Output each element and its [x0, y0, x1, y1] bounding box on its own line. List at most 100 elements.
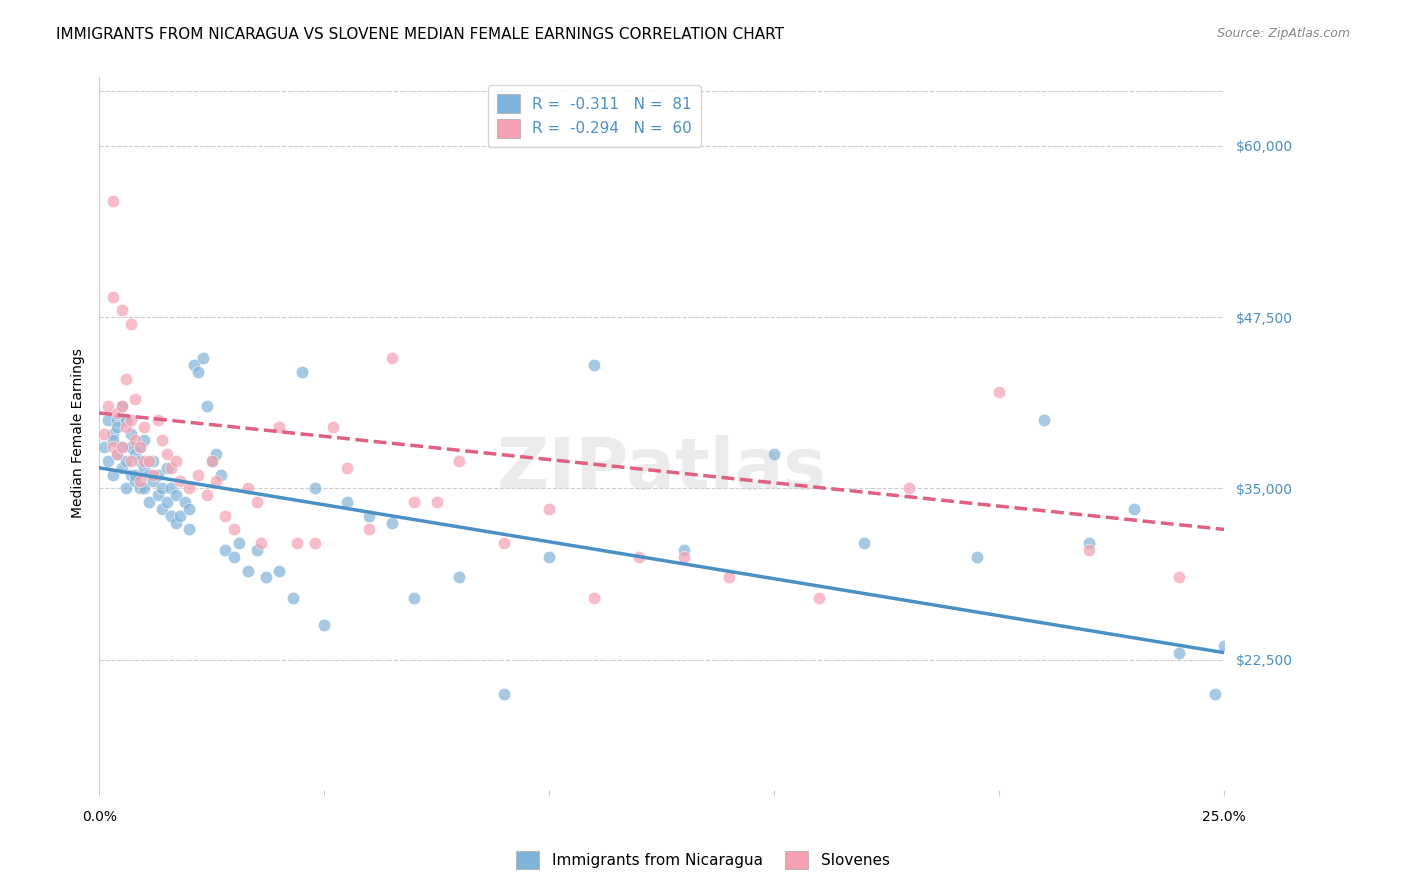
Point [138, 454, 160, 468]
Point [285, 536, 308, 550]
Point [224, 549, 246, 564]
Point [1204, 687, 1226, 701]
Point [165, 516, 187, 530]
Point [97, 454, 120, 468]
Point [156, 495, 179, 509]
Point [1168, 646, 1191, 660]
Text: 25.0%: 25.0% [1202, 810, 1246, 824]
Point [120, 454, 142, 468]
Point [120, 413, 142, 427]
Point [449, 570, 471, 584]
Point [115, 481, 138, 495]
Point [538, 501, 561, 516]
Point [1123, 501, 1146, 516]
Point [105, 406, 128, 420]
Point [246, 495, 269, 509]
Point [165, 488, 187, 502]
Point [93, 426, 115, 441]
Point [583, 591, 606, 605]
Point [201, 454, 224, 468]
Point [269, 419, 291, 434]
Point [404, 495, 426, 509]
Y-axis label: Median Female Earnings: Median Female Earnings [72, 349, 86, 518]
Point [105, 419, 128, 434]
Point [105, 447, 128, 461]
Point [97, 399, 120, 413]
Point [183, 358, 205, 372]
Point [1168, 570, 1191, 584]
Point [214, 508, 236, 523]
Point [173, 495, 195, 509]
Point [179, 481, 201, 495]
Point [224, 523, 246, 537]
Point [201, 454, 224, 468]
Point [494, 687, 516, 701]
Point [124, 392, 146, 407]
Point [336, 495, 359, 509]
Point [111, 303, 134, 318]
Legend: Immigrants from Nicaragua, Slovenes: Immigrants from Nicaragua, Slovenes [510, 845, 896, 875]
Point [120, 440, 142, 454]
Point [236, 481, 259, 495]
Text: 0.0%: 0.0% [82, 810, 117, 824]
Point [115, 413, 138, 427]
Point [138, 467, 160, 482]
Point [128, 475, 150, 489]
Point [359, 523, 381, 537]
Point [105, 413, 128, 427]
Point [128, 454, 150, 468]
Point [111, 440, 134, 454]
Point [966, 549, 988, 564]
Point [191, 351, 214, 366]
Point [187, 365, 209, 379]
Point [142, 467, 165, 482]
Point [134, 460, 156, 475]
Point [160, 481, 183, 495]
Point [128, 440, 150, 454]
Point [381, 351, 404, 366]
Point [120, 467, 142, 482]
Point [179, 501, 201, 516]
Point [254, 570, 277, 584]
Point [156, 460, 179, 475]
Point [1033, 413, 1056, 427]
Point [124, 475, 146, 489]
Point [146, 488, 169, 502]
Point [134, 434, 156, 448]
Point [105, 447, 128, 461]
Point [187, 467, 209, 482]
Legend: R =  -0.311   N =  81, R =  -0.294   N =  60: R = -0.311 N = 81, R = -0.294 N = 60 [488, 85, 700, 147]
Point [124, 434, 146, 448]
Point [304, 481, 326, 495]
Point [138, 495, 160, 509]
Point [150, 501, 173, 516]
Point [853, 536, 876, 550]
Point [404, 591, 426, 605]
Point [236, 564, 259, 578]
Point [336, 460, 359, 475]
Point [146, 413, 169, 427]
Point [205, 475, 228, 489]
Point [111, 399, 134, 413]
Point [101, 194, 124, 208]
Point [120, 426, 142, 441]
Point [314, 618, 336, 632]
Point [538, 549, 561, 564]
Point [134, 454, 156, 468]
Point [359, 508, 381, 523]
Point [169, 475, 191, 489]
Point [628, 549, 651, 564]
Point [763, 447, 786, 461]
Point [150, 481, 173, 495]
Point [165, 454, 187, 468]
Point [179, 523, 201, 537]
Point [115, 372, 138, 386]
Point [808, 591, 831, 605]
Point [93, 440, 115, 454]
Point [156, 447, 179, 461]
Point [494, 536, 516, 550]
Point [101, 467, 124, 482]
Point [209, 467, 232, 482]
Point [101, 289, 124, 303]
Point [101, 434, 124, 448]
